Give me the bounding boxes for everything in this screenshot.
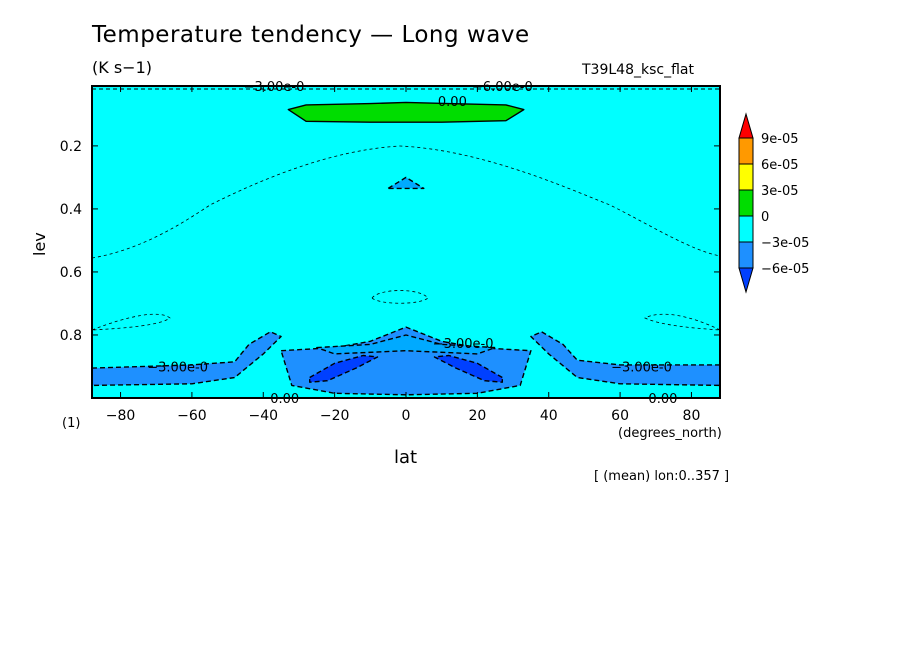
x-tick-label-5: 20	[468, 408, 486, 424]
contour-label-1: −6.00e-0	[472, 80, 533, 95]
contour-label-4: −3.00e-0	[147, 360, 208, 375]
thin-contour-line-1	[91, 313, 171, 331]
y-tick-label-1: 0.4	[60, 202, 82, 218]
mean-note: [ (mean) lon:0..357 ]	[594, 469, 730, 484]
colorbar-label-5: −6e-05	[761, 262, 809, 277]
contour-label-2: 0.00	[438, 95, 467, 110]
x-tick-label-1: −60	[177, 408, 207, 424]
x-tick-label-7: 60	[611, 408, 629, 424]
colorbar-segment-3	[738, 189, 754, 217]
y-tick-label-0: 0.2	[60, 139, 82, 155]
region-neg-3e-05-left-ridge	[91, 331, 282, 387]
x-tick-label-3: −20	[320, 408, 350, 424]
colorbar-label-3: 0	[761, 210, 769, 225]
thin-contour-line-2	[644, 313, 721, 331]
colorbar-segment-5	[738, 241, 754, 269]
thin-contour-line-0	[91, 145, 721, 259]
region-neg-6e-05-right	[433, 354, 503, 383]
colorbar-segment-4	[738, 215, 754, 243]
run-label: T39L48_ksc_flat	[582, 62, 694, 78]
x-tick-label-0: −80	[106, 408, 136, 424]
region-positive-0-3e-05	[287, 101, 525, 123]
region-neg-3e-05-center	[280, 326, 532, 396]
x-tick-label-2: −40	[248, 408, 278, 424]
colorbar-label-2: 3e-05	[761, 184, 799, 199]
region-neg-3e-05-center-upper	[316, 334, 496, 355]
x-tick-label-8: 80	[683, 408, 701, 424]
colorbar-label-0: 9e-05	[761, 132, 799, 147]
colorbar-top-arrow	[738, 112, 754, 139]
colorbar-bottom-arrow	[738, 267, 754, 294]
contour-label-7: 0.00	[648, 392, 677, 407]
contour-label-6: 0.00	[270, 392, 299, 407]
x-tick-label-4: 0	[402, 408, 411, 424]
bottom-level-label: (1)	[62, 416, 81, 431]
units-label: (K s−1)	[92, 58, 152, 77]
colorbar-label-1: 6e-05	[761, 158, 799, 173]
y-tick-label-3: 0.8	[60, 328, 82, 344]
y-tick-label-2: 0.6	[60, 265, 82, 281]
x-tick-label-6: 40	[540, 408, 558, 424]
x-axis-label: lat	[394, 447, 418, 468]
region-neg-6e-05-left	[309, 354, 379, 383]
colorbar-segment-2	[738, 163, 754, 191]
colorbar-label-4: −3e-05	[761, 236, 809, 251]
region-neg-3e-05-right-ridge	[530, 331, 721, 387]
thin-contour-line-3	[371, 290, 429, 304]
chart-title: Temperature tendency — Long wave	[92, 22, 530, 48]
contour-label-5: −3.00e-0	[611, 360, 672, 375]
contour-label-0: −3.00e-0	[244, 80, 305, 95]
contour-label-3: −3.00e-0	[433, 337, 494, 352]
x-units-label: (degrees_north)	[618, 426, 722, 441]
region-neg-3e-05-small-tongue	[387, 176, 425, 190]
colorbar-segment-1	[738, 137, 754, 165]
